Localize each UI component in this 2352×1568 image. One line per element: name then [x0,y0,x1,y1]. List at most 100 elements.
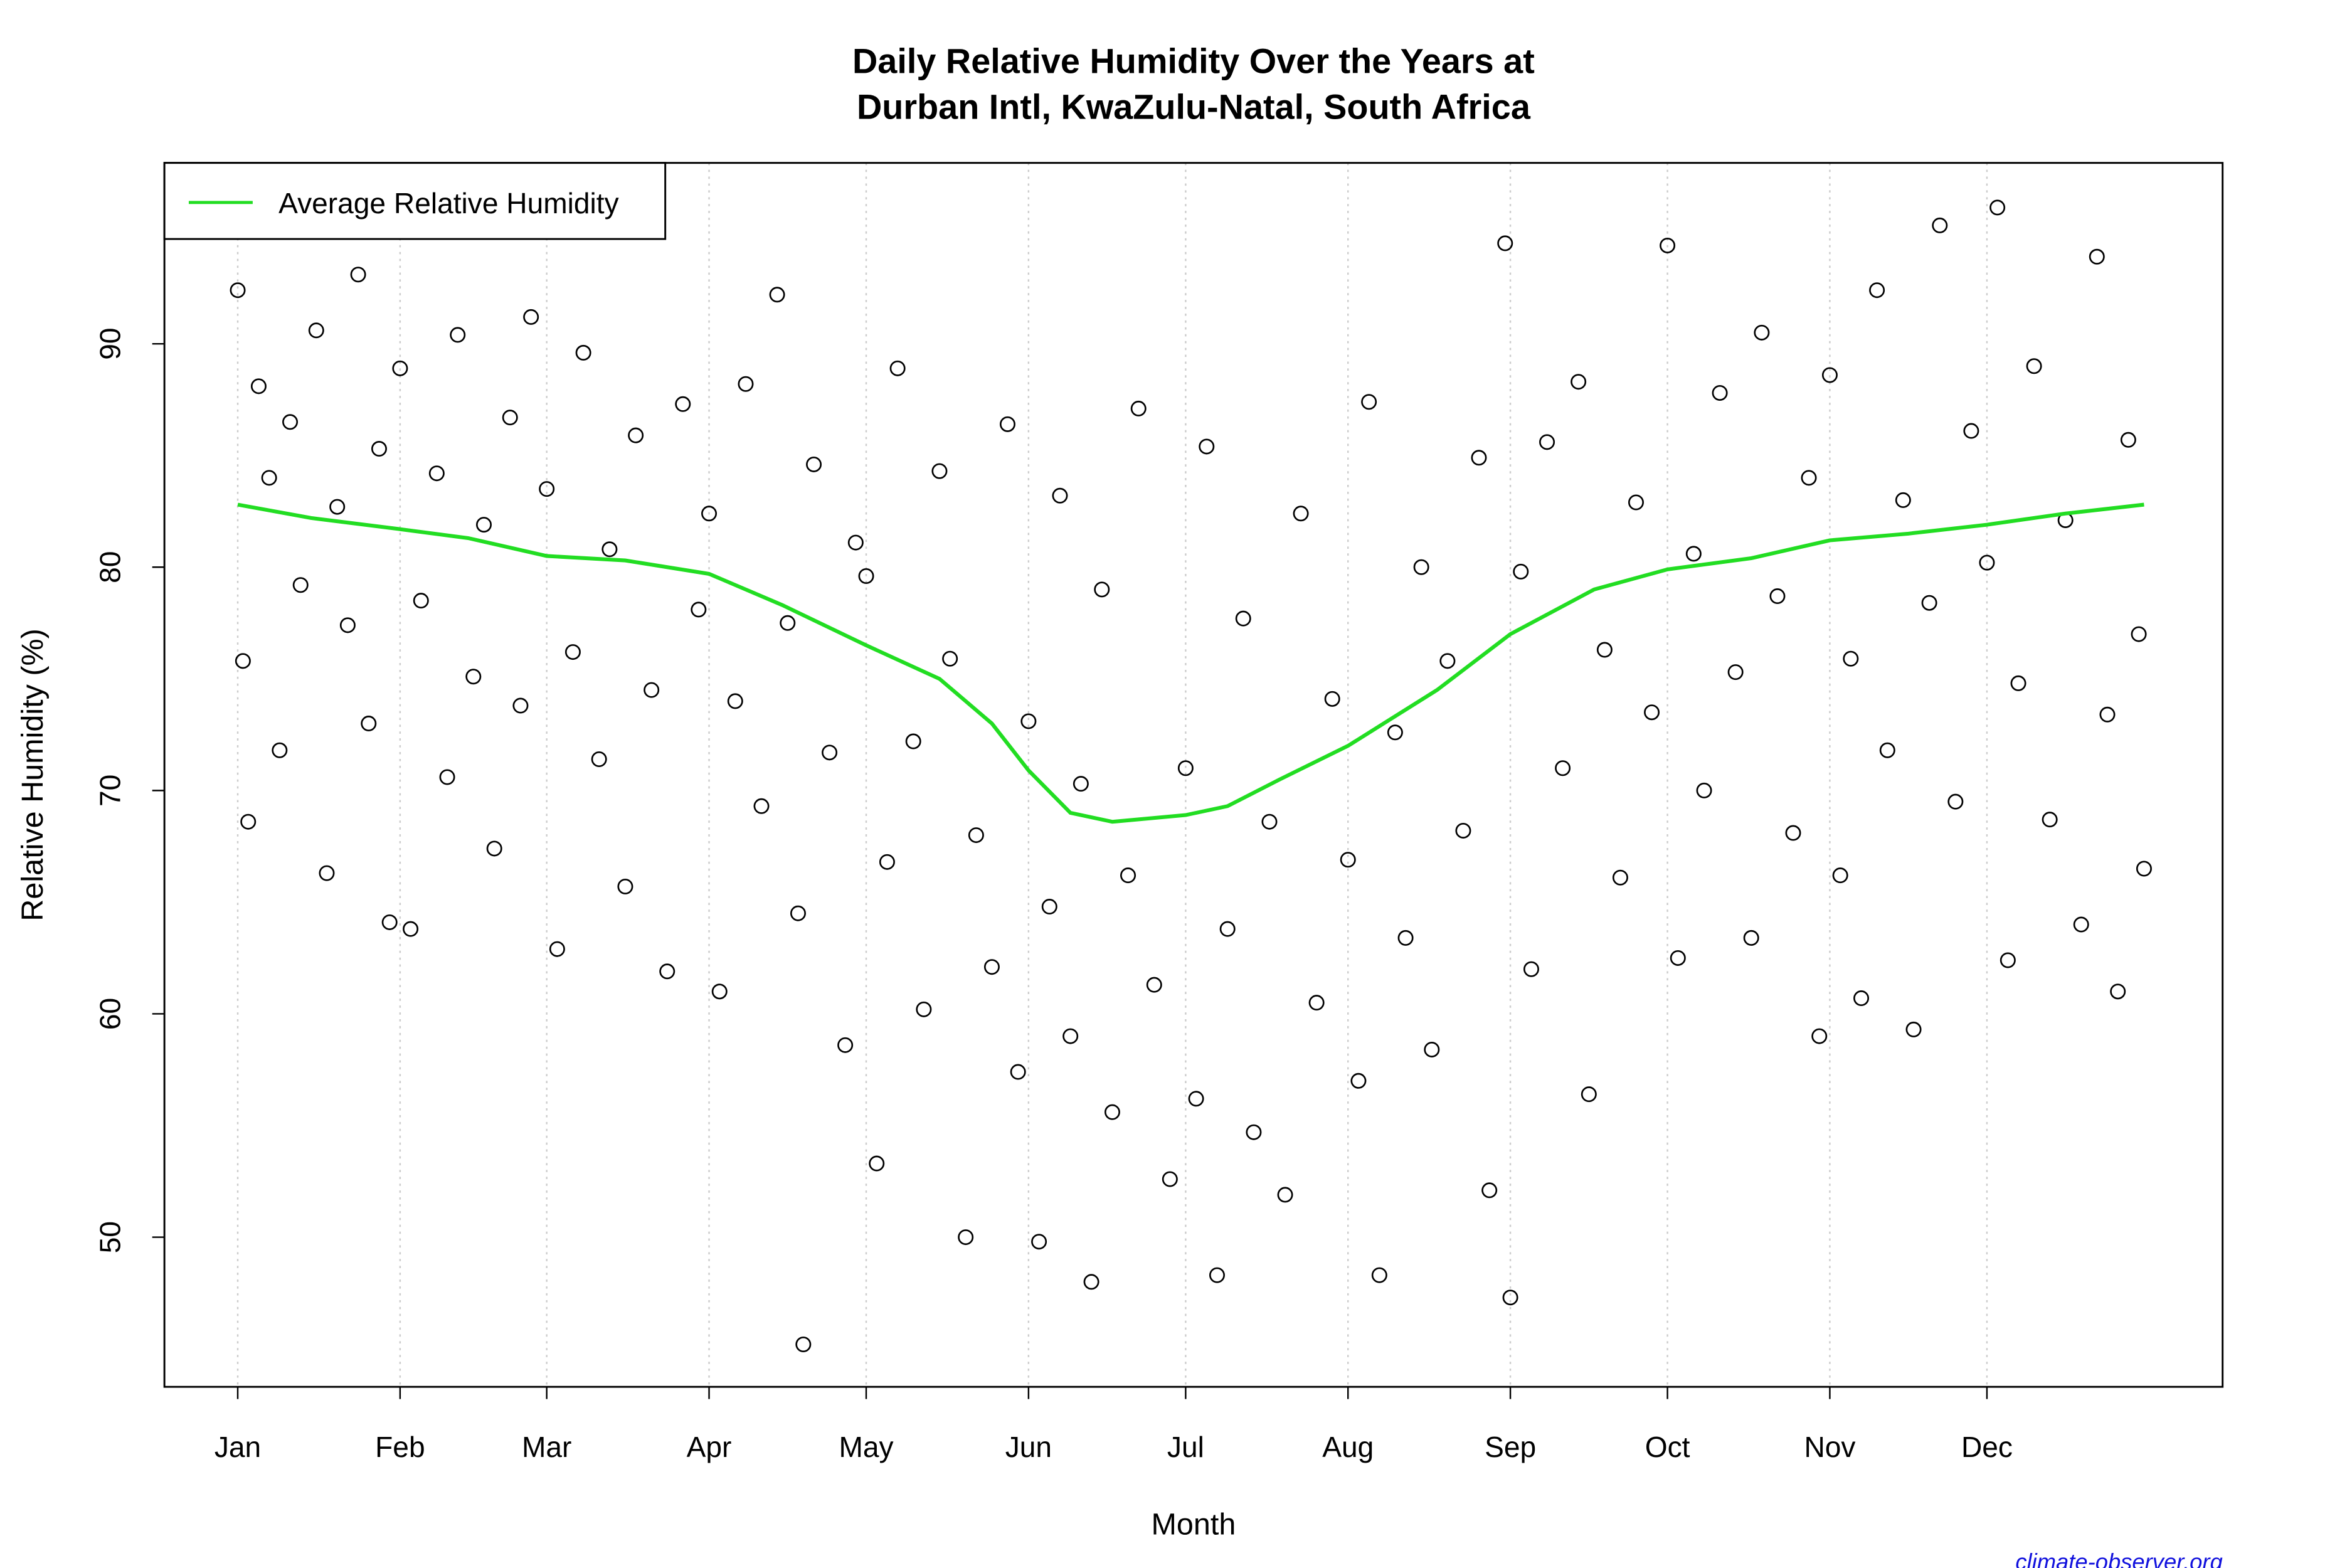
data-point [1754,324,1770,341]
data-point [361,716,377,732]
data-point [822,744,838,761]
data-point [392,360,408,376]
data-point [381,914,398,930]
data-point [591,751,607,768]
data-point [1811,1028,1828,1044]
data-point [564,644,581,660]
data-point [1727,664,1744,681]
data-point [1073,776,1089,792]
watermark: climate-observer.org [2015,1549,2222,1568]
data-point [1340,852,1356,868]
y-tick-label: 70 [94,775,127,807]
data-point [261,470,277,486]
data-point [869,1155,885,1172]
data-point [1387,724,1403,741]
data-point [549,941,565,957]
data-point [1712,384,1728,401]
data-point [1010,1064,1026,1080]
data-point [1371,1267,1387,1283]
data-point [1293,506,1309,522]
data-point [1989,199,2006,216]
legend-label: Average Relative Humidity [278,187,618,220]
data-point [512,697,529,714]
data-point [691,601,707,618]
data-point [240,813,257,830]
data-point [1083,1274,1099,1290]
data-point [795,1337,812,1353]
data-point [1471,450,1487,466]
data-point [847,534,864,551]
data-point [806,456,822,472]
data-point [942,650,958,667]
data-point [1581,1086,1597,1103]
chart-title: Daily Relative Humidity Over the Years a… [852,41,1535,81]
x-tick-label: May [839,1431,893,1463]
data-point [1246,1124,1262,1140]
data-point [1685,546,1702,562]
data-point [292,577,309,593]
x-tick-label: Feb [375,1431,425,1463]
x-tick-label: Mar [522,1431,571,1463]
data-point [1785,825,1801,841]
x-tick-label: Apr [687,1431,732,1463]
data-point [2073,916,2089,933]
data-point [1041,899,1057,915]
data-point [1869,282,1885,299]
data-point [738,376,754,392]
data-point [1644,704,1660,721]
data-point [282,414,299,430]
data-point [879,854,895,870]
data-point [675,396,691,412]
data-point [727,693,743,709]
y-tick-label: 80 [94,551,127,583]
data-point [916,1001,932,1017]
data-point [1199,438,1215,455]
y-axis-label: Relative Humidity (%) [16,628,50,921]
data-point [1219,921,1236,937]
data-point [958,1229,974,1246]
data-point [858,568,874,585]
data-point [1905,1021,1922,1037]
data-point [1094,581,1110,598]
y-tick-label: 90 [94,328,127,360]
data-point [2099,706,2116,723]
data-point [1555,760,1571,776]
data-point [931,463,948,479]
data-point [475,517,492,533]
data-point [1523,961,1539,977]
data-point [1324,691,1340,707]
data-point [1235,610,1251,627]
data-point [790,905,806,921]
data-point [628,427,644,443]
x-tick-label: Jan [215,1431,261,1463]
data-point [575,344,591,361]
data-point [2110,983,2126,1000]
data-point [769,287,785,303]
x-tick-label: Dec [1961,1431,2013,1463]
data-point [1571,374,1587,390]
data-point [1424,1041,1440,1057]
data-point [1120,867,1136,884]
data-point [2136,861,2152,877]
y-tick-label: 50 [94,1221,127,1253]
data-point [1947,793,1964,810]
data-point [1397,930,1414,946]
data-point [1481,1182,1498,1199]
data-point [1209,1267,1225,1283]
data-point [339,617,356,633]
data-point [2000,952,2016,968]
x-tick-label: Jul [1167,1431,1204,1463]
data-point [1963,423,1979,439]
data-point [272,742,288,758]
x-tick-label: Jun [1005,1431,1052,1463]
data-point [1062,1028,1079,1044]
data-point [428,465,445,482]
data-point [1020,713,1037,729]
data-point [450,327,466,343]
data-point [983,959,1000,975]
x-axis-label: Month [1151,1508,1236,1542]
data-point [1439,653,1456,669]
data-point [1513,563,1529,580]
data-point [889,360,906,376]
data-point [1843,650,1859,667]
